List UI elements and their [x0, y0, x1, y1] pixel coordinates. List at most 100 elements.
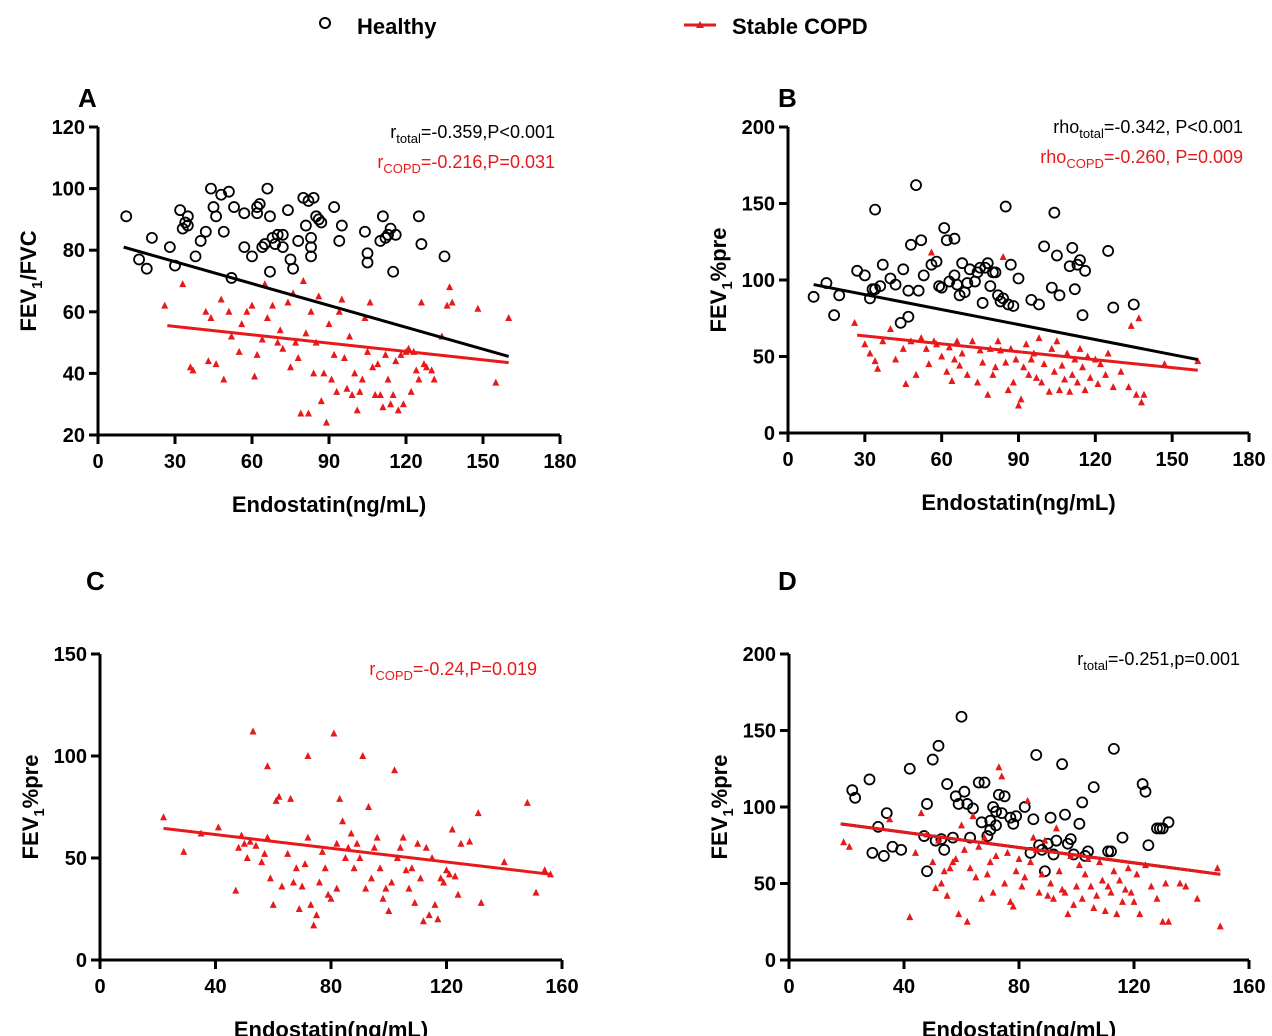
data-point-copd	[886, 815, 894, 823]
data-point-copd	[541, 866, 549, 874]
data-point-copd	[161, 301, 169, 309]
data-point-copd	[179, 280, 187, 288]
data-point-copd	[304, 409, 312, 417]
data-point-copd	[1147, 882, 1155, 890]
panel-label: C	[86, 566, 105, 596]
panel-label: B	[778, 83, 797, 113]
data-point-copd	[379, 403, 387, 411]
data-point-copd	[1119, 897, 1126, 905]
panel-c: C 0 40 80 120 160 0 50 100 150 Endostatin(ng/mL) FE…	[18, 566, 579, 1036]
data-point-healthy	[299, 219, 312, 232]
x-tick-label: 90	[318, 451, 340, 473]
x-tick-label: 60	[241, 451, 263, 473]
data-point-healthy	[910, 179, 922, 192]
data-point-copd	[1121, 885, 1129, 893]
data-point-healthy	[877, 850, 890, 862]
data-point-copd	[1159, 917, 1167, 925]
data-point-healthy	[256, 241, 269, 254]
data-point-copd	[950, 355, 958, 363]
data-point-copd	[1038, 870, 1046, 878]
data-point-copd	[451, 872, 459, 880]
x-tick-label: 0	[94, 976, 105, 998]
data-point-copd	[272, 796, 280, 804]
data-point-copd	[963, 917, 971, 925]
legend: Healthy Stable COPD	[319, 14, 868, 39]
data-point-copd	[899, 344, 907, 352]
data-point-copd	[1012, 355, 1020, 363]
stat-post: =-0.359,P<0.001	[421, 122, 555, 142]
data-point-copd	[1017, 395, 1025, 403]
y-tick-label: 150	[743, 721, 776, 743]
data-point-copd	[943, 891, 951, 899]
data-point-copd	[994, 337, 1002, 345]
y-tick-label: 40	[63, 363, 85, 385]
data-point-healthy	[956, 257, 969, 270]
series-healthy	[846, 710, 1175, 878]
data-point-copd	[275, 792, 283, 800]
data-point-copd	[1096, 858, 1103, 866]
data-point-healthy	[387, 265, 400, 278]
data-point-copd	[220, 375, 228, 383]
x-tick-label: 80	[320, 976, 342, 998]
data-point-copd	[1041, 836, 1049, 844]
data-point-copd	[394, 406, 402, 414]
data-point-copd	[1094, 380, 1102, 388]
data-point-copd	[984, 390, 992, 398]
data-point-copd	[235, 347, 243, 355]
data-point-healthy	[335, 219, 348, 232]
y-tick-label: 150	[742, 194, 775, 216]
data-point-healthy	[1004, 811, 1017, 824]
data-point-copd	[1153, 894, 1161, 902]
data-point-copd	[1053, 337, 1061, 345]
data-point-copd	[956, 361, 964, 369]
data-point-copd	[359, 752, 367, 759]
data-point-healthy	[1045, 281, 1058, 294]
data-point-copd	[492, 378, 500, 386]
data-point-copd	[1064, 910, 1072, 918]
data-point-healthy	[807, 290, 820, 303]
data-point-healthy	[271, 228, 284, 241]
data-point-healthy	[894, 316, 907, 329]
data-point-copd	[202, 307, 210, 315]
stat-post: =-0.260, P=0.009	[1104, 147, 1243, 167]
data-point-healthy	[833, 289, 846, 302]
stat-annotation: rCOPD=-0.24,P=0.019	[369, 659, 537, 683]
x-tick-label: 0	[783, 976, 794, 998]
data-point-healthy	[1056, 758, 1069, 771]
data-point-copd	[1061, 888, 1069, 896]
data-point-healthy	[1007, 817, 1020, 830]
data-point-copd	[353, 839, 361, 847]
data-point-copd	[1058, 361, 1066, 369]
data-point-healthy	[952, 798, 965, 810]
stat-annotation: rtotal=-0.359,P<0.001	[390, 122, 555, 146]
panels: A0 30 60 90 120 150 18020406080100120Endostati…	[16, 83, 1266, 1036]
y-axis-label-main: FEV	[707, 816, 732, 859]
x-tick-label: 160	[1232, 976, 1265, 998]
data-point-copd	[477, 898, 485, 906]
data-point-copd	[975, 842, 983, 850]
data-point-copd	[871, 357, 879, 365]
data-point-healthy	[333, 235, 346, 247]
data-point-healthy	[145, 231, 158, 244]
data-point-copd	[966, 864, 974, 872]
data-point-copd	[376, 390, 384, 398]
data-point-copd	[253, 350, 261, 358]
data-point-copd	[523, 798, 531, 806]
data-point-healthy	[1079, 264, 1091, 277]
data-point-copd	[932, 884, 940, 892]
data-point-healthy	[120, 210, 133, 223]
data-point-copd	[998, 772, 1006, 780]
data-point-healthy	[921, 865, 933, 878]
data-point-copd	[340, 354, 348, 361]
data-point-healthy	[379, 231, 392, 244]
y-axis-label-sub: 1	[31, 808, 48, 816]
data-point-copd	[1132, 390, 1140, 398]
data-point-copd	[979, 358, 987, 366]
data-point-healthy	[1012, 272, 1025, 285]
data-point-copd	[1002, 358, 1010, 366]
data-point-copd	[1045, 387, 1053, 395]
data-point-healthy	[828, 309, 840, 322]
x-tick-label: 40	[893, 976, 915, 998]
data-point-copd	[992, 851, 1000, 859]
data-point-copd	[324, 890, 332, 898]
